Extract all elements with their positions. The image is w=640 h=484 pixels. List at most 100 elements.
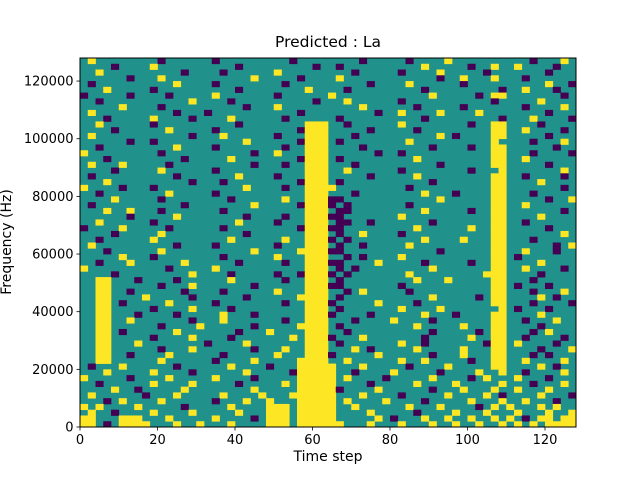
heatmap-cell-high (87, 242, 96, 249)
heatmap-cell-low (521, 334, 530, 341)
heatmap-cell-high (95, 352, 104, 359)
heatmap-cell-low (103, 398, 112, 405)
heatmap-cell-low (211, 127, 220, 134)
heatmap-cell-high (95, 294, 104, 301)
heatmap-cell-high (498, 357, 507, 364)
heatmap-cell-high (320, 363, 329, 370)
heatmap-cell-high (304, 334, 313, 341)
heatmap-cell-high (413, 277, 422, 284)
heatmap-cell-high (188, 409, 197, 416)
heatmap-cell-high (103, 179, 112, 186)
heatmap-cell-high (312, 259, 321, 266)
heatmap-cell-low (211, 398, 220, 405)
heatmap-cell-low (328, 213, 337, 220)
heatmap-cell-low (335, 196, 344, 203)
heatmap-cell-high (242, 138, 251, 145)
heatmap-cell-low (545, 305, 554, 313)
heatmap-cell-low (397, 167, 406, 174)
heatmap-cell-low (467, 167, 476, 174)
heatmap-cell-low (281, 300, 290, 307)
heatmap-cell-low (250, 375, 259, 382)
heatmap-cell-high (297, 409, 306, 416)
heatmap-cell-high (304, 150, 313, 157)
heatmap-cell-low (521, 369, 530, 376)
heatmap-cell-high (103, 277, 112, 284)
heatmap-cell-high (304, 305, 313, 313)
heatmap-cell-low (235, 328, 244, 336)
heatmap-cell-high (149, 63, 158, 70)
heatmap-cell-low (219, 352, 228, 359)
heatmap-cell-high (490, 242, 499, 249)
heatmap-cell-low (335, 219, 344, 226)
heatmap-cell-high (165, 300, 174, 307)
y-tick-label: 120000 (24, 75, 74, 90)
heatmap-cell-high (529, 115, 538, 122)
heatmap-cell-high (320, 121, 329, 128)
heatmap-cell-low (165, 265, 174, 272)
heatmap-cell-high (320, 294, 329, 301)
heatmap-cell-high (498, 369, 507, 376)
heatmap-cell-high (397, 109, 406, 117)
heatmap-cell-high (320, 219, 329, 226)
heatmap-cell-high (421, 63, 430, 70)
heatmap-cell-high (312, 161, 321, 168)
heatmap-cell-high (134, 340, 143, 347)
heatmap-cell-low (149, 219, 158, 226)
heatmap-cell-high (118, 415, 127, 422)
y-tick-label: 0 (65, 421, 73, 436)
heatmap-cell-low (483, 340, 492, 347)
heatmap-cell-high (397, 357, 406, 364)
heatmap-cell-low (359, 242, 368, 249)
heatmap-cell-low (552, 248, 561, 255)
heatmap-cell-low (87, 202, 96, 209)
heatmap-cell-low (227, 334, 236, 341)
heatmap-cell-high (95, 277, 104, 284)
heatmap-cell-high (483, 392, 492, 399)
heatmap-cell-low (211, 58, 220, 65)
heatmap-cell-high (498, 363, 507, 370)
heatmap-cell-high (304, 202, 313, 209)
y-tick-label: 60000 (32, 248, 73, 263)
heatmap-cell-low (405, 184, 414, 191)
heatmap-cell-low (560, 92, 569, 99)
heatmap-cell-high (490, 184, 499, 191)
heatmap-cell-low (297, 138, 306, 145)
heatmap-cell-high (521, 248, 530, 255)
heatmap-cell-high (320, 161, 329, 168)
heatmap-cell-high (320, 392, 329, 399)
heatmap-cell-high (304, 392, 313, 399)
heatmap-cell-low (188, 369, 197, 376)
heatmap-cell-high (126, 207, 135, 215)
heatmap-cell-low (335, 230, 344, 238)
heatmap-cell-low (157, 58, 166, 65)
heatmap-cell-low (335, 282, 344, 289)
heatmap-cell-low (335, 259, 344, 266)
heatmap-cell-high (227, 115, 236, 122)
heatmap-cell-low (397, 230, 406, 238)
heatmap-cell-high (498, 167, 507, 174)
heatmap-cell-high (242, 340, 251, 347)
heatmap-cell-high (304, 127, 313, 134)
heatmap-cell-high (498, 150, 507, 157)
heatmap-cell-high (560, 230, 569, 238)
heatmap-cell-low (157, 207, 166, 215)
heatmap-cell-high (560, 167, 569, 174)
heatmap-cell-high (320, 207, 329, 215)
heatmap-cell-high (490, 386, 499, 393)
heatmap-cell-high (312, 305, 321, 313)
heatmap-cell-high (320, 282, 329, 289)
heatmap-cell-high (498, 156, 507, 163)
heatmap-cell-low (467, 375, 476, 382)
heatmap-cell-low (552, 86, 561, 93)
heatmap-cell-high (304, 254, 313, 261)
heatmap-cell-high (490, 254, 499, 261)
heatmap-cell-high (304, 259, 313, 266)
heatmap-cell-low (467, 357, 476, 364)
heatmap-cell-high (343, 398, 352, 405)
heatmap-cell-high (320, 138, 329, 145)
heatmap-cell-low (126, 375, 135, 382)
heatmap-cell-low (359, 58, 368, 65)
heatmap-cell-high (312, 282, 321, 289)
heatmap-cell-low (366, 346, 375, 353)
heatmap-cell-high (103, 352, 112, 359)
